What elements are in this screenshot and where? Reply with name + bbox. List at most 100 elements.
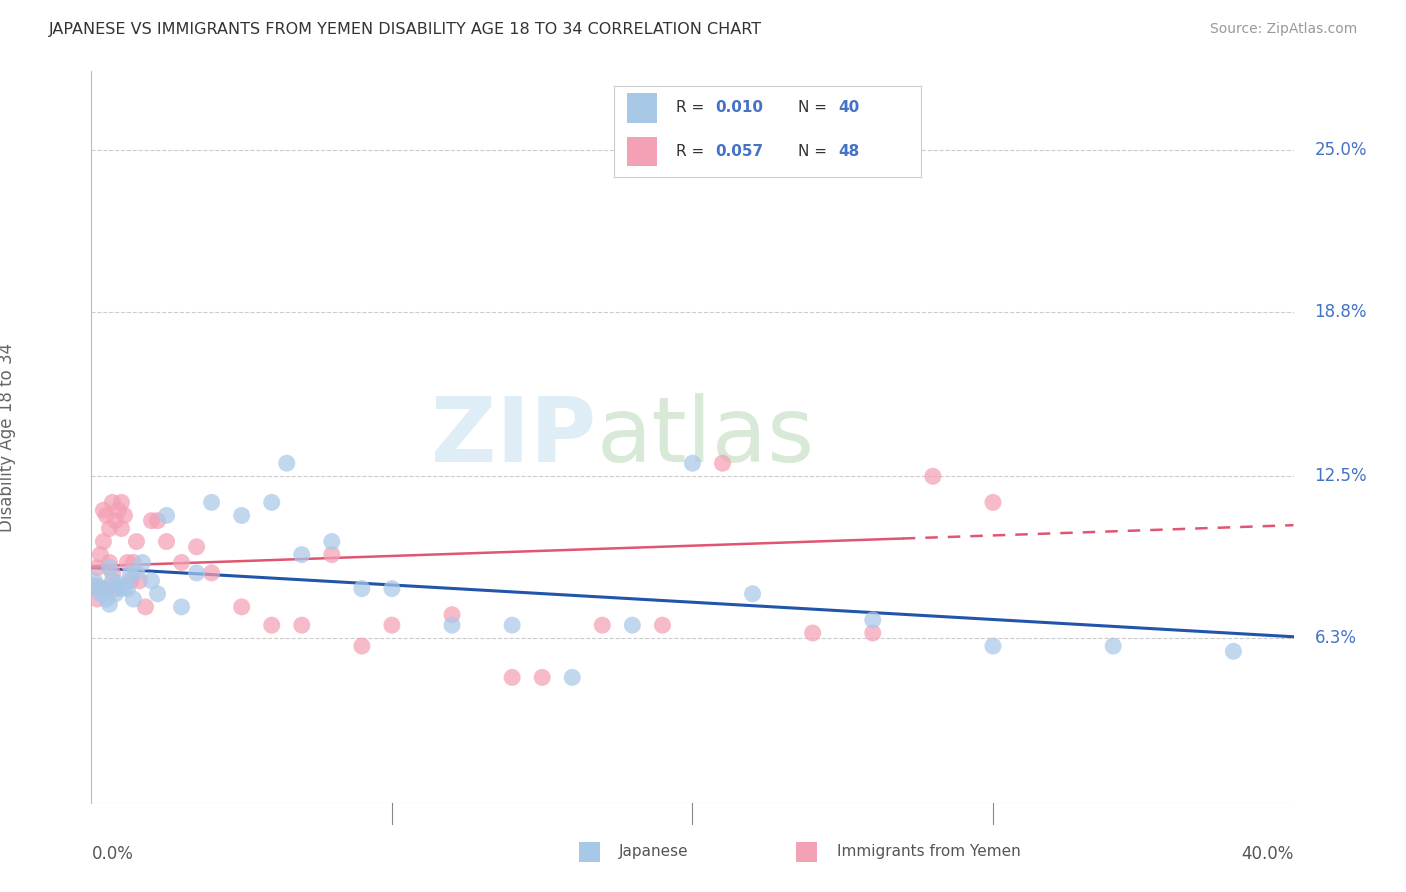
Point [117,556,139,570]
Point [831,156,853,170]
Point [170,556,193,570]
Point [440,618,463,632]
Point [110,495,132,509]
Point [155,534,177,549]
Point [89,548,111,562]
Point [96,508,118,523]
Point [86,592,108,607]
Point [96,592,118,607]
Point [321,548,343,562]
Text: 40.0%: 40.0% [1241,845,1294,863]
Point [98,521,121,535]
Point [621,618,644,632]
Point [922,469,945,483]
Point [141,514,163,528]
Point [120,566,142,580]
Point [440,607,463,622]
Point [651,618,673,632]
Point [276,456,298,470]
Point [531,670,554,684]
Point [561,670,583,684]
Point [83,579,105,593]
Point [86,579,108,593]
Point [350,582,373,596]
Point [186,566,208,580]
Point [98,560,121,574]
Point [128,574,150,588]
Point [98,597,121,611]
Point [681,456,703,470]
Point [89,587,111,601]
Point [110,582,132,596]
Point [981,639,1004,653]
Point [131,556,153,570]
Text: Immigrants from Yemen: Immigrants from Yemen [837,845,1021,859]
Point [104,514,127,528]
Point [141,574,163,588]
Text: Disability Age 18 to 34: Disability Age 18 to 34 [0,343,17,532]
Point [146,587,169,601]
Point [862,613,884,627]
Text: 0.0%: 0.0% [91,845,134,863]
Point [96,582,118,596]
Point [801,626,824,640]
Point [1102,639,1125,653]
Point [107,576,129,591]
Point [134,599,156,614]
Point [114,579,136,593]
Point [291,548,314,562]
Point [321,534,343,549]
Point [93,503,115,517]
Text: atlas: atlas [596,393,814,481]
Point [381,618,404,632]
Point [862,626,884,640]
Point [1222,644,1244,658]
Point [107,503,129,517]
Point [741,587,763,601]
Point [86,560,108,574]
Point [120,574,142,588]
Point [291,618,314,632]
Point [125,566,148,580]
Point [231,599,253,614]
Text: 25.0%: 25.0% [1315,141,1367,159]
Text: Japanese: Japanese [619,845,689,859]
Point [122,592,145,607]
Point [501,618,523,632]
Point [155,508,177,523]
Point [231,508,253,523]
Point [350,639,373,653]
Point [146,514,169,528]
Text: 6.3%: 6.3% [1315,629,1357,648]
Point [114,508,136,523]
Point [260,495,283,509]
Text: 12.5%: 12.5% [1315,467,1367,485]
Point [201,495,224,509]
Point [201,566,224,580]
Point [117,582,139,596]
Point [83,574,105,588]
Text: JAPANESE VS IMMIGRANTS FROM YEMEN DISABILITY AGE 18 TO 34 CORRELATION CHART: JAPANESE VS IMMIGRANTS FROM YEMEN DISABI… [49,22,762,37]
Point [93,582,115,596]
Point [101,574,124,588]
Point [381,582,404,596]
Point [110,521,132,535]
Point [104,582,127,596]
Point [101,566,124,580]
Point [170,599,193,614]
Point [501,670,523,684]
Point [89,582,111,596]
Point [260,618,283,632]
Text: 18.8%: 18.8% [1315,302,1367,321]
Point [981,495,1004,509]
Point [101,495,124,509]
Point [711,456,734,470]
Point [125,534,148,549]
Point [98,556,121,570]
Point [122,556,145,570]
Text: ZIP: ZIP [432,393,596,481]
Point [93,534,115,549]
Point [104,587,127,601]
Point [186,540,208,554]
Point [591,618,613,632]
